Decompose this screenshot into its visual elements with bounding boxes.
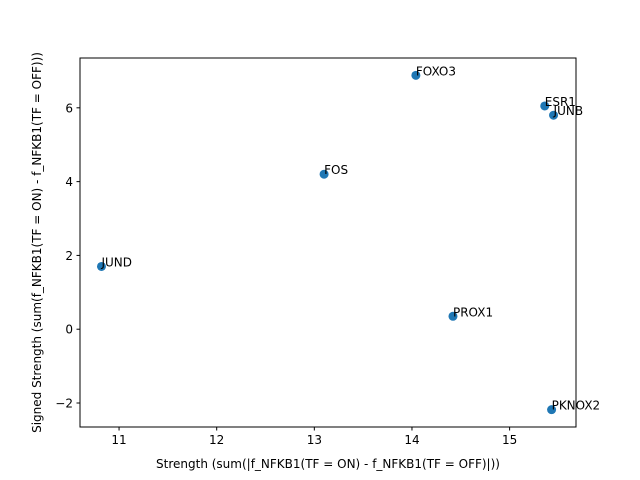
- y-tick-label: 4: [65, 175, 73, 189]
- points-layer: [96, 70, 559, 415]
- scatter-point: [411, 70, 421, 80]
- y-tick-label: 2: [65, 249, 73, 263]
- point-label: ESR1: [545, 95, 576, 109]
- x-axis-label: Strength (sum(|f_NFKB1(TF = ON) - f_NFKB…: [156, 457, 500, 471]
- scatter-point: [549, 110, 559, 120]
- scatter-point: [96, 261, 106, 271]
- y-tick-label: −2: [55, 397, 73, 411]
- y-axis-ticks: −2 0 2 4 6: [55, 101, 80, 411]
- point-label: JUNB: [553, 104, 584, 118]
- scatter-point: [448, 311, 458, 321]
- point-label: PROX1: [453, 305, 493, 319]
- y-tick-label: 6: [65, 101, 73, 115]
- x-tick-label: 14: [404, 433, 419, 447]
- x-tick-label: 15: [502, 433, 517, 447]
- plot-frame: [79, 57, 577, 428]
- x-tick-label: 13: [307, 433, 322, 447]
- scatter-point: [547, 405, 557, 415]
- point-label: FOXO3: [416, 64, 456, 78]
- scatter-point: [319, 169, 329, 179]
- scatter-point: [540, 101, 550, 111]
- y-tick-label: 0: [65, 323, 73, 337]
- x-tick-label: 12: [209, 433, 224, 447]
- x-tick-label: 11: [111, 433, 126, 447]
- y-axis-label: Signed Strength (sum(f_NFKB1(TF = ON) - …: [30, 52, 44, 433]
- point-label: JUND: [100, 255, 132, 269]
- x-axis-ticks: 11 12 13 14 15: [111, 427, 517, 447]
- point-label: FOS: [324, 163, 348, 177]
